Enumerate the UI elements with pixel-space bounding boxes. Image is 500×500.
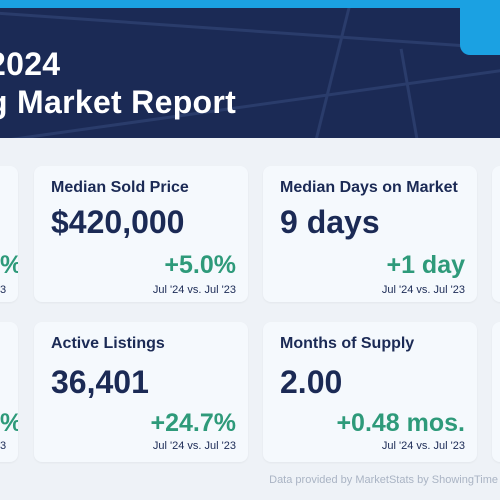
metric-period: Jul '24 vs. Jul '23: [152, 440, 236, 452]
metric-change: +1 day: [386, 251, 465, 279]
metric-period: Jul '24 vs. Jul '23: [381, 284, 465, 296]
metric-card-partial: % 3: [0, 166, 18, 302]
metric-card-partial: % 3: [0, 322, 18, 462]
metric-period: 3: [0, 284, 7, 296]
report-year: 2024: [0, 46, 61, 82]
header-accent-tab: [460, 8, 500, 55]
metric-card-partial: [492, 166, 500, 302]
metric-period: 3: [0, 440, 7, 452]
metric-change: %: [0, 409, 18, 438]
header-map-line: [0, 10, 500, 53]
metric-period: Jul '24 vs. Jul '23: [152, 284, 236, 296]
metric-value: $420,000: [51, 204, 185, 240]
metric-change: +0.48 mos.: [336, 409, 465, 437]
metric-card-months-of-supply: Months of Supply 2.00 +0.48 mos. Jul '24…: [263, 322, 477, 462]
header-map-line: [399, 48, 424, 138]
metric-label: Median Days on Market: [280, 179, 458, 196]
report-title: g Market Report: [0, 84, 237, 120]
metric-card-active-listings: Active Listings 36,401 +24.7% Jul '24 vs…: [34, 322, 248, 462]
metric-change: +5.0%: [164, 251, 236, 279]
header-map-line: [308, 8, 355, 138]
metric-label: Median Sold Price: [51, 179, 189, 196]
metric-value: 9 days: [280, 204, 380, 240]
metric-card-median-sold-price: Median Sold Price $420,000 +5.0% Jul '24…: [34, 166, 248, 302]
metric-card-partial: [492, 322, 500, 462]
top-accent-strip: [0, 0, 500, 8]
data-source-footer: Data provided by MarketStats by ShowingT…: [269, 474, 498, 486]
metric-change: +24.7%: [150, 409, 237, 437]
metric-label: Active Listings: [51, 335, 165, 352]
metric-change: %: [0, 251, 18, 280]
metric-period: Jul '24 vs. Jul '23: [381, 440, 465, 452]
metric-card-median-days-on-market: Median Days on Market 9 days +1 day Jul …: [263, 166, 477, 302]
metric-value: 36,401: [51, 364, 149, 400]
metric-label: Months of Supply: [280, 335, 415, 352]
report-header: 2024 g Market Report: [0, 8, 500, 138]
metric-value: 2.00: [280, 364, 343, 400]
